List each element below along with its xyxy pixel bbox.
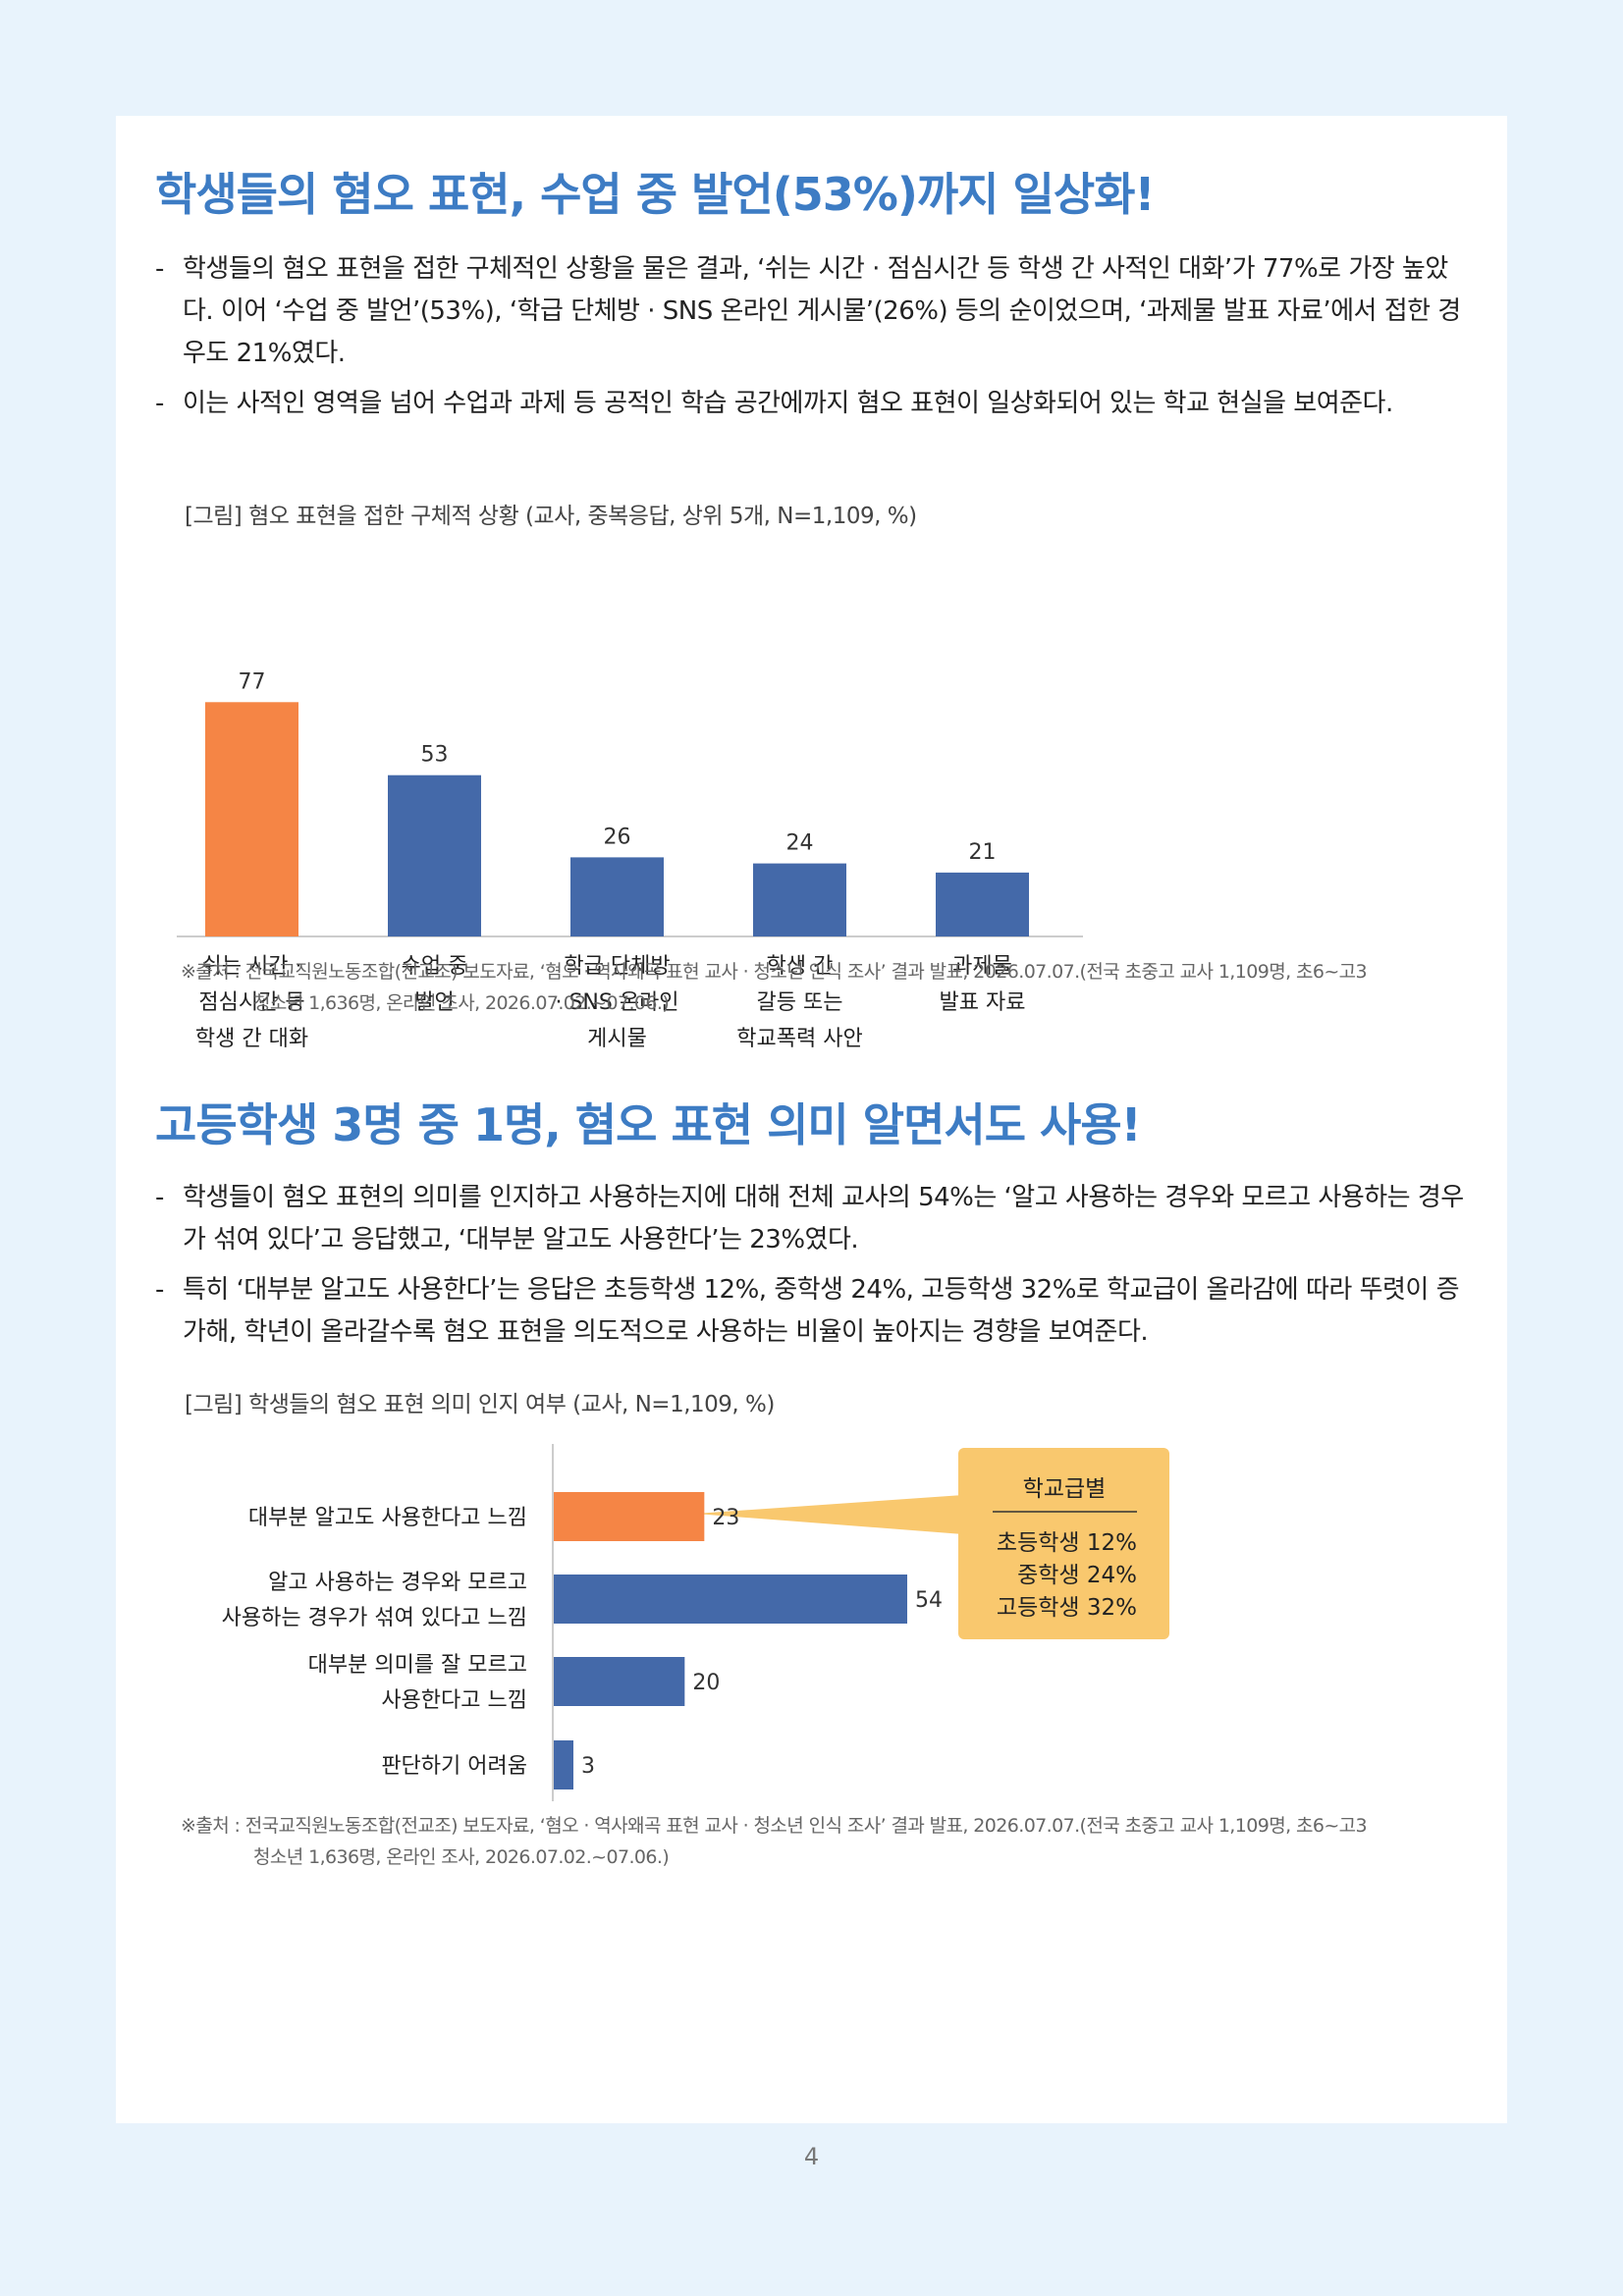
bar (554, 1575, 907, 1624)
data-label: 26 (604, 825, 631, 849)
bar (753, 863, 846, 936)
bar (554, 1740, 573, 1789)
callout-title: 학교급별 (1023, 1476, 1107, 1502)
figure-caption-1: [그림] 혐오 표현을 접한 구체적 상황 (교사, 중복응답, 상위 5개, … (185, 504, 917, 529)
category-label: 발표 자료 (940, 990, 1026, 1015)
section-title-2: 고등학생 3명 중 1명, 혐오 표현 의미 알면서도 사용! (155, 1098, 1142, 1151)
bar (570, 857, 664, 936)
page-number: 4 (803, 2143, 820, 2170)
document-page: 학생들의 혐오 표현, 수업 중 발언(53%)까지 일상화! - 학생들의 혐오… (116, 116, 1507, 2123)
category-label: · SNS 온라인 (555, 990, 678, 1015)
vertical-bar-chart: 77 쉬는 시간 · 점심시간 등학생 간 대화 53 수업 중발언 26 학급 단체방 · … (177, 669, 1083, 1051)
category-label: 판단하기 어려움 (381, 1754, 527, 1779)
bullet-list-1: - 학생들의 혐오 표현을 접한 구체적인 상황을 물은 결과, ‘쉬는 시간 ·… (155, 248, 1471, 433)
bar (554, 1492, 705, 1541)
callout-pointer (695, 1495, 963, 1534)
data-label: 53 (421, 743, 449, 768)
figure-caption-2: [그림] 학생들의 혐오 표현 의미 인지 여부 (교사, N=1,109, %… (185, 1392, 775, 1417)
category-label: 갈등 또는 (757, 990, 843, 1015)
bar (205, 702, 298, 936)
data-label: 77 (239, 669, 266, 694)
category-label: 학생 간 (767, 954, 834, 979)
category-label: 과제물 (952, 954, 1012, 979)
category-label: 알고 사용하는 경우와 모르고 (268, 1571, 527, 1595)
category-label: 학교폭력 사안 (736, 1027, 862, 1051)
category-label: 쉬는 시간 · (202, 954, 302, 979)
category-label: 발언 (414, 990, 454, 1015)
category-label: 대부분 의미를 잘 모르고 (308, 1653, 527, 1678)
source-note-1: ※출처 : 전국교직원노동조합(전교조) 보도자료, ‘혐오 · 역사왜곡 표현… (181, 961, 1368, 1014)
bullet-item: - 학생들이 혐오 표현의 의미를 인지하고 사용하는지에 대해 전체 교사의 5… (155, 1183, 1464, 1255)
bar (388, 774, 481, 936)
data-label: 24 (786, 831, 814, 856)
callout-line: 초등학생 12% (997, 1530, 1137, 1556)
data-label: 23 (712, 1506, 739, 1530)
data-label: 20 (692, 1671, 720, 1695)
bar (936, 872, 1029, 936)
category-label: 사용하는 경우가 섞여 있다고 느낌 (222, 1606, 527, 1630)
category-label: 학생 간 대화 (195, 1027, 308, 1051)
category-label: 게시물 (587, 1027, 647, 1051)
section-title-1: 학생들의 혐오 표현, 수업 중 발언(53%)까지 일상화! (155, 168, 1155, 221)
category-label: 수업 중 (402, 954, 468, 979)
callout-box (958, 1448, 1169, 1639)
horizontal-bar-chart: 23 대부분 알고도 사용한다고 느낌 54 알고 사용하는 경우와 모르고사용하는 … (222, 1444, 1169, 1801)
callout-line: 중학생 24% (1017, 1563, 1137, 1588)
category-label: 대부분 알고도 사용한다고 느낌 (248, 1506, 527, 1530)
bar (554, 1657, 685, 1706)
category-label: 학급 단체방 (564, 954, 670, 979)
bullet-item: - 학생들의 혐오 표현을 접한 구체적인 상황을 물은 결과, ‘쉬는 시간 ·… (155, 254, 1461, 368)
callout-line: 고등학생 32% (997, 1595, 1137, 1621)
data-label: 21 (969, 840, 997, 865)
bullet-item: - 이는 사적인 영역을 넘어 수업과 과제 등 공적인 학습 공간에까지 혐오 … (155, 389, 1393, 418)
data-label: 3 (581, 1754, 595, 1779)
category-label: 사용한다고 느낌 (381, 1688, 527, 1713)
bullet-item: - 특히 ‘대부분 알고도 사용한다’는 응답은 초등학생 12%, 중학생 24… (155, 1275, 1460, 1347)
bullet-list-2: - 학생들이 혐오 표현의 의미를 인지하고 사용하는지에 대해 전체 교사의 5… (155, 1177, 1471, 1362)
data-label: 54 (915, 1588, 943, 1613)
category-label: 점심시간 등 (198, 990, 304, 1015)
source-note-2: ※출처 : 전국교직원노동조합(전교조) 보도자료, ‘혐오 · 역사왜곡 표현… (181, 1815, 1368, 1868)
